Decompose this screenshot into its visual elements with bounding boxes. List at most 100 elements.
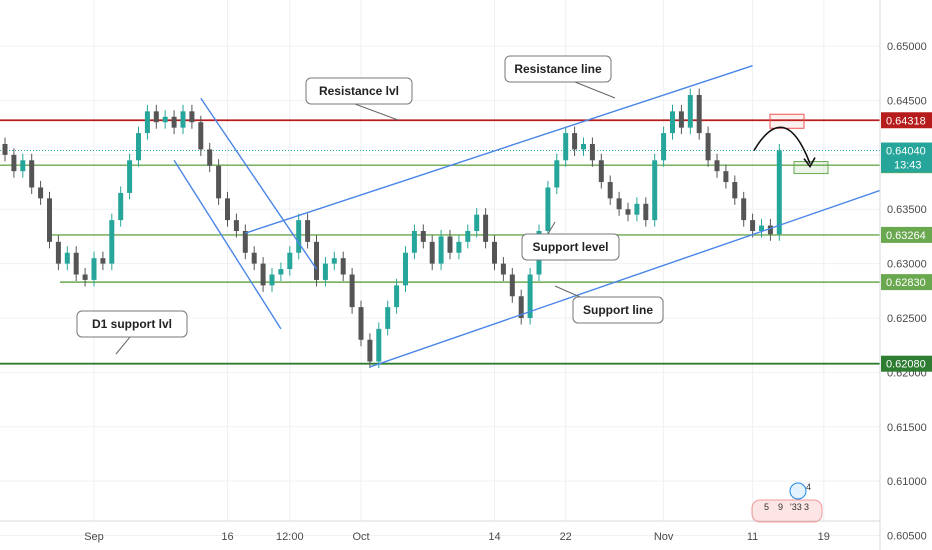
candle-body xyxy=(634,203,640,215)
candle-body xyxy=(589,143,595,161)
time-tick-label: 14 xyxy=(488,531,500,543)
target-box-bottom xyxy=(793,161,829,175)
candle-body xyxy=(260,263,266,286)
candle-body xyxy=(554,160,560,188)
candle-body xyxy=(732,182,738,199)
candle-body xyxy=(38,187,44,199)
candle-body xyxy=(198,122,204,150)
callout-label: Support line xyxy=(583,303,653,317)
support-line xyxy=(369,184,896,368)
candle-body xyxy=(127,160,133,193)
candle-body xyxy=(358,307,364,340)
time-tick-label: 11 xyxy=(747,531,758,543)
candle-body xyxy=(500,263,506,275)
callout-box xyxy=(305,77,413,105)
candle-body xyxy=(492,241,497,264)
candle-body xyxy=(572,133,578,150)
candle-body xyxy=(144,111,150,134)
badge-number: 3 xyxy=(804,502,809,512)
candle-body xyxy=(545,187,551,231)
candle-body xyxy=(759,225,764,231)
candle-body xyxy=(233,220,239,231)
candle-body xyxy=(349,274,355,308)
callout-box xyxy=(572,296,664,324)
candle-body xyxy=(429,241,435,264)
candle-body xyxy=(296,220,302,253)
candle-body xyxy=(438,236,444,264)
current-price-label: 0.64040 xyxy=(886,145,926,157)
time-tick-label: 12:00 xyxy=(276,531,304,543)
candle-body xyxy=(483,214,489,242)
callout-label: Support level xyxy=(532,240,608,254)
candle-body xyxy=(518,296,524,319)
candle-body xyxy=(100,258,106,264)
candle-body xyxy=(278,269,284,275)
callout-pointer xyxy=(547,221,556,235)
candle-body xyxy=(189,111,195,123)
candle-body xyxy=(741,198,747,221)
price-tick-label: 0.65000 xyxy=(887,41,927,53)
candle-body xyxy=(242,230,248,253)
candle-body xyxy=(474,214,480,231)
candle-body xyxy=(723,171,729,183)
candle-body xyxy=(20,160,26,172)
candle-body xyxy=(509,274,515,297)
candle-body xyxy=(180,111,186,128)
candle-body xyxy=(11,154,17,172)
candle-body xyxy=(394,285,400,308)
time-tick-label: 16 xyxy=(221,531,233,543)
candle-body xyxy=(678,111,684,128)
candle-body xyxy=(767,225,773,235)
price-tag-label: 0.63264 xyxy=(886,230,926,242)
current-price-tag xyxy=(881,142,932,173)
candle-body xyxy=(687,95,693,128)
candle-body xyxy=(705,133,711,161)
candle-body xyxy=(643,203,649,221)
price-tag xyxy=(881,355,932,372)
badge-number: '33 xyxy=(790,502,802,512)
candle-body xyxy=(305,220,311,242)
candle-body xyxy=(55,241,61,264)
candle-body xyxy=(420,230,426,242)
callout-box xyxy=(76,310,188,338)
candle-body xyxy=(2,143,8,155)
candle-body xyxy=(322,263,328,280)
candle-body xyxy=(714,160,720,172)
price-tag xyxy=(881,112,932,129)
callout-pointer xyxy=(554,285,581,298)
badge-flag xyxy=(789,482,807,500)
candle-body xyxy=(216,165,222,199)
projection-arrow xyxy=(753,126,811,164)
price-tick-label: 0.63000 xyxy=(887,259,927,271)
candle-body xyxy=(73,252,79,275)
candle-body xyxy=(207,149,213,166)
channel-upper xyxy=(200,97,318,270)
candle-body xyxy=(331,258,337,264)
callout-box xyxy=(504,55,612,83)
candle-body xyxy=(376,328,382,362)
candle-body xyxy=(581,143,586,150)
time-tick-label: Nov xyxy=(654,531,674,543)
callout-pointer xyxy=(354,103,399,121)
annotations: Resistance lvl Resistance line Support lev… xyxy=(76,55,664,355)
candle-body xyxy=(82,274,88,280)
price-tick-label: 0.61000 xyxy=(887,476,927,488)
price-tag-label: 0.64318 xyxy=(886,115,926,127)
horizontal-levels xyxy=(0,119,880,365)
candle-body xyxy=(29,160,35,188)
candle-body xyxy=(776,150,782,235)
arrow-head-icon xyxy=(803,157,816,169)
callout-pointer xyxy=(115,336,131,355)
price-tag xyxy=(881,226,932,243)
candle-body xyxy=(696,95,702,134)
price-tag xyxy=(881,274,932,291)
candle-body xyxy=(153,111,159,123)
callout-label: Resistance line xyxy=(514,62,602,76)
channel-lower xyxy=(173,159,282,330)
time-tick-label: 19 xyxy=(818,531,830,543)
candle-body xyxy=(64,252,70,264)
time-axis: Sep 16 12:00 Oct 14 22 Nov 11 19 xyxy=(0,520,880,543)
candle-body xyxy=(314,241,319,280)
candle-body xyxy=(563,133,569,161)
